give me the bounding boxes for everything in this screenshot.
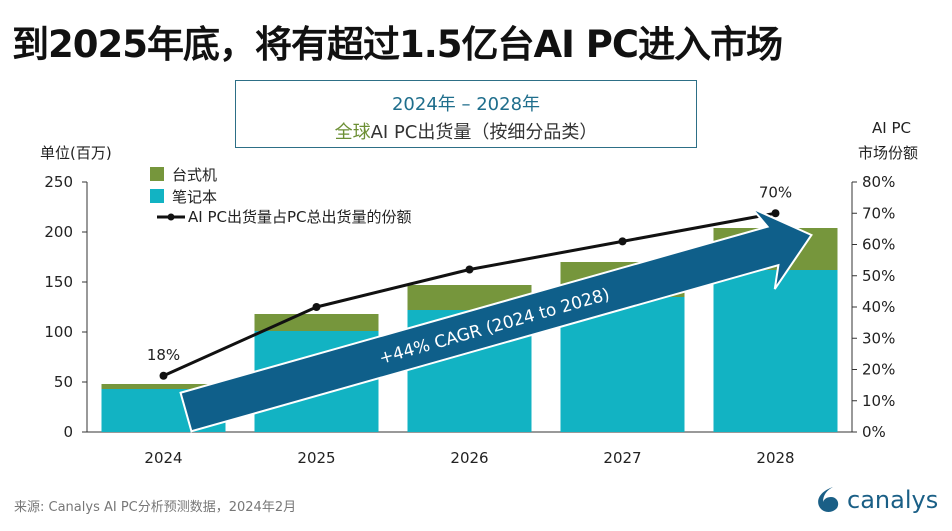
cagr-arrow-shape [179,207,813,433]
share-point-2024 [159,371,168,380]
x-tick-label: 2024 [144,449,182,467]
y-axis-right-label-2: 市场份额 [858,144,919,162]
y-tick-label: 0 [63,423,73,441]
share-point-2025 [312,303,321,311]
y-right-tick-label: 30% [862,329,895,347]
y-right-tick-label: 40% [862,298,895,316]
data-label-first: 18% [147,346,180,364]
legend-label-desktop: 台式机 [172,166,217,184]
x-tick-label: 2028 [756,449,794,467]
x-tick-label: 2027 [603,449,641,467]
y-tick-label: 150 [44,273,73,291]
legend-marker-share [167,213,175,221]
chart-title-years: 2024年 – 2028年 [391,94,541,115]
chart-title-box: 2024年 – 2028年 全球AI PC出货量（按细分品类） [235,80,697,148]
source-note: 来源: Canalys AI PC分析预测数据，2024年2月 [14,500,297,515]
x-tick-label: 2025 [297,449,335,467]
canalys-logo-icon [818,487,839,512]
chart-title-highlight: 全球 [334,122,371,143]
bar-desktop-2024 [101,384,226,389]
legend-swatch-notebook [150,189,164,203]
y-tick-label: 250 [44,173,73,191]
y-tick-label: 50 [54,373,73,391]
y-right-tick-label: 10% [862,392,895,410]
share-point-2028 [771,209,780,218]
y-right-tick-label: 50% [862,267,895,285]
share-point-2027 [618,237,627,246]
y-axis-label: 单位(百万) [40,144,112,162]
canalys-logo-text: canalys [847,486,939,514]
x-tick-label: 2026 [450,449,488,467]
y-tick-label: 200 [44,223,73,241]
y-right-tick-label: 0% [862,423,886,441]
chart-title-rest: AI PC出货量（按细分品类） [370,122,598,143]
y-right-tick-label: 60% [862,236,895,254]
data-label-last: 70% [759,183,792,201]
y-right-tick-label: 70% [862,204,895,222]
legend-label-notebook: 笔记本 [172,188,217,206]
canalys-logo: canalys [815,486,938,514]
legend-swatch-desktop [150,167,164,181]
y-right-tick-label: 80% [862,173,895,191]
y-tick-label: 100 [44,323,73,341]
bar-notebook-2028 [713,270,838,432]
page-title: 到2025年底，将有超过1.5亿台AI PC进入市场 [12,23,783,66]
chart-title-main: 全球AI PC出货量（按细分品类） [236,118,696,144]
y-right-tick-label: 20% [862,361,895,379]
bar-desktop-2025 [254,314,379,331]
y-axis-right-label-1: AI PC [872,119,911,137]
share-point-2026 [465,265,474,274]
legend-label-share: AI PC出货量占PC总出货量的份额 [188,208,412,226]
